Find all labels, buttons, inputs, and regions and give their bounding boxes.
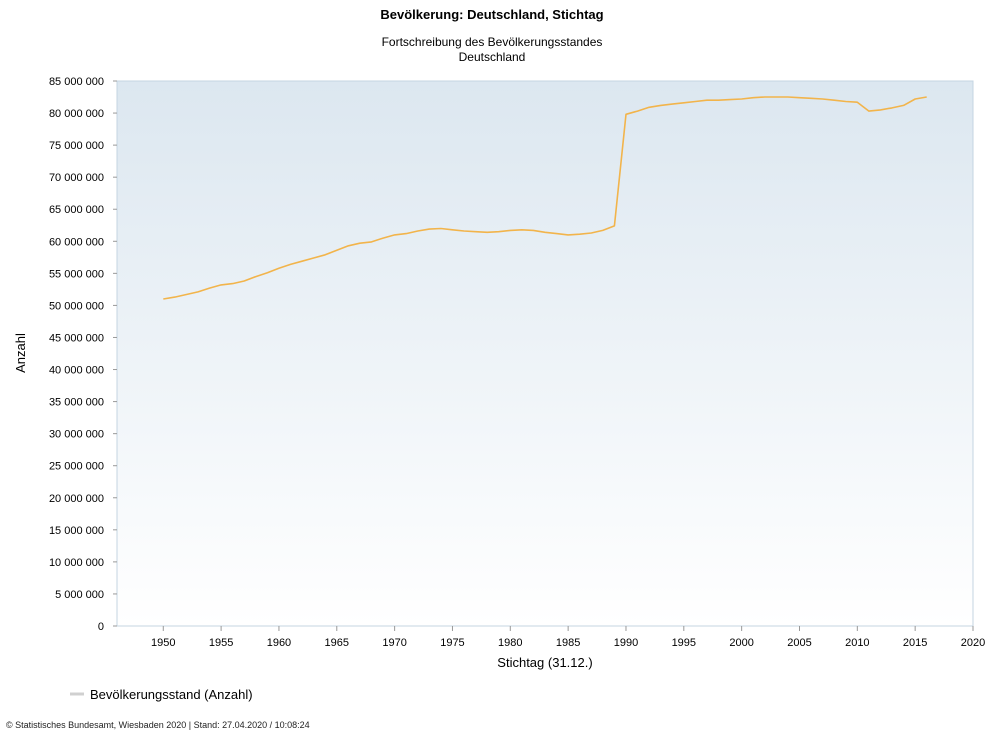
y-tick-label: 30 000 000: [49, 429, 104, 441]
x-tick-label: 1995: [672, 637, 696, 649]
y-tick-label: 50 000 000: [49, 300, 104, 312]
x-tick-label: 2020: [961, 637, 985, 649]
y-tick-label: 0: [98, 621, 104, 633]
y-tick-label: 65 000 000: [49, 204, 104, 216]
x-tick-label: 1970: [382, 637, 406, 649]
x-tick-label: 1990: [614, 637, 638, 649]
y-tick-label: 5 000 000: [55, 589, 104, 601]
y-tick-label: 75 000 000: [49, 140, 104, 152]
source-note: © Statistisches Bundesamt, Wiesbaden 202…: [6, 720, 310, 730]
y-tick-label: 85 000 000: [49, 76, 104, 88]
y-axis-label: Anzahl: [13, 333, 28, 373]
y-tick-label: 20 000 000: [49, 493, 104, 505]
y-axis: 0 5 000 000 10 000 000 15 000 000 20 000 000…: [49, 76, 117, 633]
x-tick-label: 1985: [556, 637, 580, 649]
y-tick-label: 55 000 000: [49, 268, 104, 280]
plot-area: [116, 80, 974, 627]
x-tick-label: 2010: [845, 637, 869, 649]
y-tick-label: 35 000 000: [49, 397, 104, 409]
x-tick-label: 2000: [729, 637, 753, 649]
y-tick-label: 40 000 000: [49, 365, 104, 377]
series-layer: [163, 96, 927, 300]
x-tick-label: 1960: [267, 637, 291, 649]
y-tick-label: 25 000 000: [49, 461, 104, 473]
series-line-bevoelkerungsstand: [163, 96, 927, 300]
x-tick-label: 2015: [903, 637, 927, 649]
y-tick-label: 45 000 000: [49, 332, 104, 344]
chart-subtitle-line-2: Deutschland: [459, 50, 526, 64]
chart-title: Bevölkerung: Deutschland, Stichtag: [380, 7, 603, 22]
x-tick-label: 1965: [325, 637, 349, 649]
x-tick-label: 1950: [151, 637, 175, 649]
chart-subtitle-line-1: Fortschreibung des Bevölkerungsstandes: [382, 35, 603, 49]
legend-item-label: Bevölkerungsstand (Anzahl): [90, 687, 253, 702]
x-axis: 1950 1955 1960 1965 1970 1975 1980 1985 1990 1995…: [151, 626, 985, 649]
x-tick-label: 1980: [498, 637, 522, 649]
x-axis-label: Stichtag (31.12.): [497, 655, 592, 670]
y-tick-label: 80 000 000: [49, 108, 104, 120]
x-tick-label: 2005: [787, 637, 811, 649]
y-tick-label: 60 000 000: [49, 236, 104, 248]
x-tick-label: 1975: [440, 637, 464, 649]
x-tick-label: 1955: [209, 637, 233, 649]
y-tick-label: 15 000 000: [49, 525, 104, 537]
legend: Bevölkerungsstand (Anzahl): [70, 687, 253, 702]
y-tick-label: 10 000 000: [49, 557, 104, 569]
y-tick-label: 70 000 000: [49, 172, 104, 184]
